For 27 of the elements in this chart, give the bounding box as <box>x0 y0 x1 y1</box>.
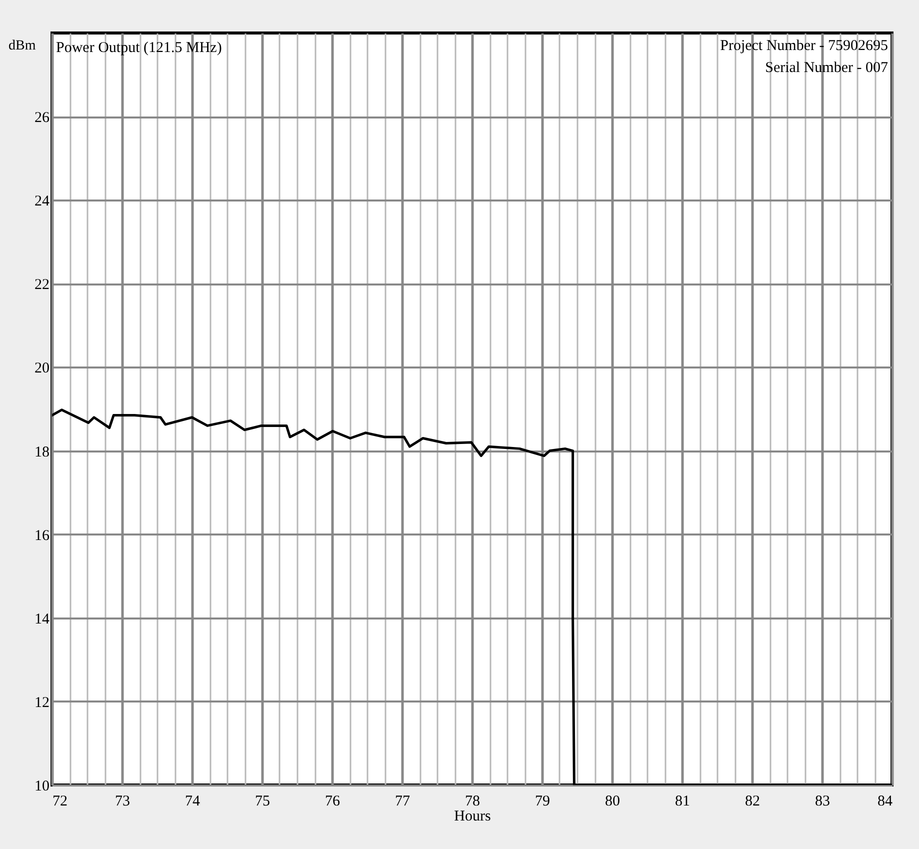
y-tick-label: 12 <box>34 694 50 711</box>
y-tick-label: 16 <box>34 528 50 544</box>
x-tick-label: 74 <box>185 794 200 810</box>
y-tick-label: 14 <box>34 611 50 628</box>
x-tick-label: 81 <box>675 794 690 810</box>
x-axis-title: Hours <box>454 808 491 824</box>
x-tick-label: 80 <box>605 794 620 810</box>
y-tick-label: 24 <box>34 194 50 210</box>
x-tick-label: 73 <box>115 794 130 810</box>
y-tick-label: 22 <box>34 277 50 294</box>
y-tick-label: 20 <box>34 360 50 377</box>
y-axis-title: dBm <box>8 38 36 54</box>
x-tick-label: 75 <box>255 794 270 810</box>
annotation: Serial Number - 007 <box>765 60 888 76</box>
x-tick-label: 72 <box>52 794 68 810</box>
chart-title: Power Output (121.5 MHz) <box>56 40 222 56</box>
x-tick-label: 84 <box>878 794 893 810</box>
x-tick-label: 83 <box>815 794 830 810</box>
y-tick-label: 18 <box>34 444 50 460</box>
y-tick-label: 10 <box>34 778 50 794</box>
y-tick-label: 26 <box>34 110 50 126</box>
x-tick-label: 79 <box>535 794 550 810</box>
x-tick-label: 78 <box>465 794 480 810</box>
x-tick-label: 76 <box>325 794 340 810</box>
x-tick-label: 82 <box>745 794 760 810</box>
x-tick-label: 77 <box>395 794 410 810</box>
annotation: Project Number - 75902695 <box>720 38 888 54</box>
